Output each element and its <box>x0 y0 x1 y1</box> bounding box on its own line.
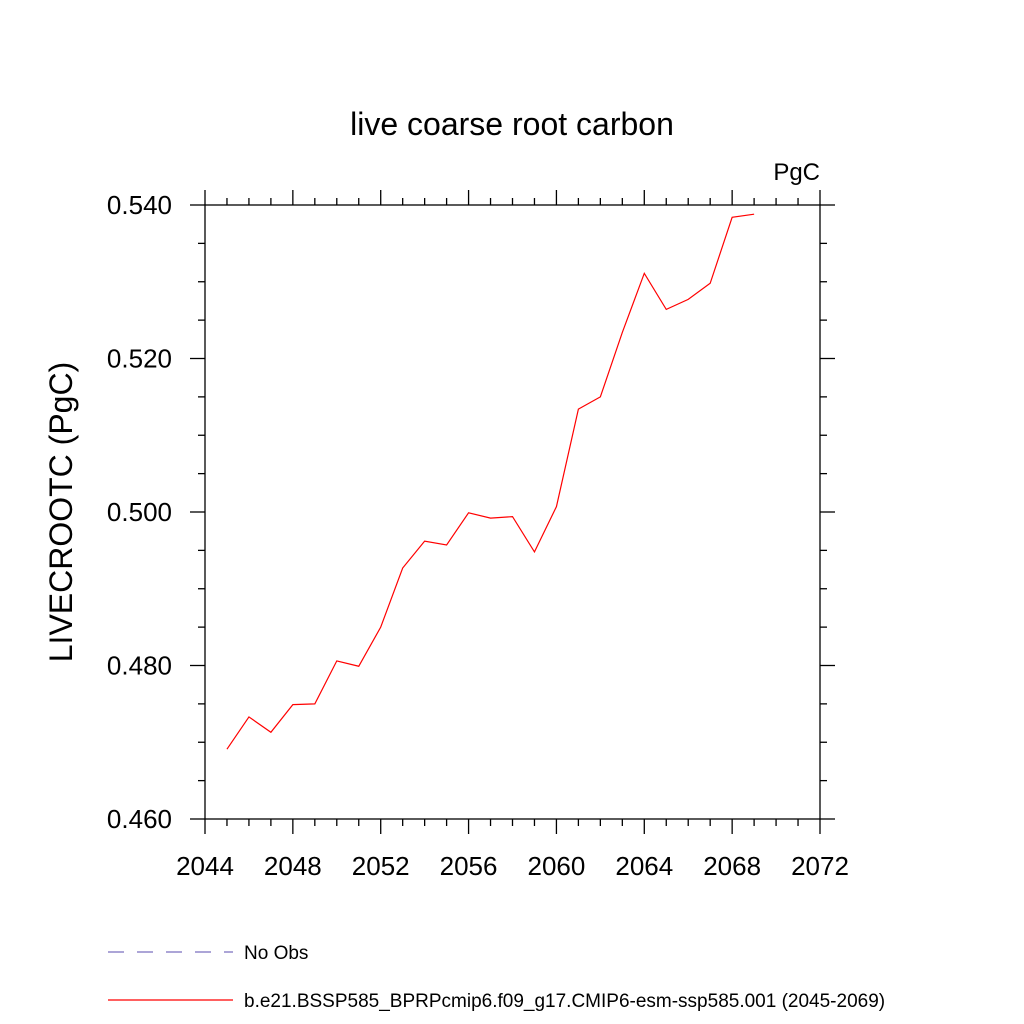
data-point <box>488 516 493 521</box>
data-point <box>510 514 515 519</box>
data-point <box>334 658 339 663</box>
legend: No Obs b.e21.BSSP585_BPRPcmip6.f09_g17.CM… <box>108 943 885 1012</box>
data-point <box>444 543 449 548</box>
data-point <box>620 330 625 335</box>
x-tick-label: 2060 <box>528 851 586 881</box>
plot-series <box>224 212 757 752</box>
data-point <box>730 215 735 220</box>
legend-label: b.e21.BSSP585_BPRPcmip6.f09_g17.CMIP6-es… <box>244 991 885 1012</box>
data-point <box>532 549 537 554</box>
data-point <box>290 702 295 707</box>
y-axis-label: LIVECROOTC (PgC) <box>43 362 79 662</box>
data-point <box>224 747 229 752</box>
y-tick-label: 0.460 <box>107 804 172 834</box>
data-point <box>686 297 691 302</box>
x-tick-label: 2048 <box>264 851 322 881</box>
data-point <box>554 504 559 509</box>
y-tick-label: 0.520 <box>107 344 172 374</box>
data-point <box>466 510 471 515</box>
data-point <box>576 407 581 412</box>
data-point <box>356 664 361 669</box>
data-point <box>312 701 317 706</box>
chart-title: live coarse root carbon <box>350 106 674 142</box>
data-point <box>664 307 669 312</box>
data-point <box>642 271 647 276</box>
series-line <box>226 213 755 750</box>
x-tick-label: 2056 <box>440 851 498 881</box>
data-point <box>422 539 427 544</box>
data-point <box>378 625 383 630</box>
data-point <box>708 281 713 286</box>
x-tick-label: 2044 <box>176 851 234 881</box>
y-tick-label: 0.480 <box>107 651 172 681</box>
data-point <box>400 566 405 571</box>
legend-label: No Obs <box>244 943 308 964</box>
data-point <box>268 730 273 735</box>
data-point <box>246 714 251 719</box>
units-label: PgC <box>773 159 820 186</box>
y-tick-label: 0.540 <box>107 190 172 220</box>
data-point <box>598 394 603 399</box>
x-tick-label: 2068 <box>703 851 761 881</box>
y-tick-label: 0.500 <box>107 497 172 527</box>
data-point <box>752 212 757 217</box>
plot-frame <box>204 204 821 820</box>
x-tick-label: 2064 <box>615 851 673 881</box>
x-tick-label: 2052 <box>352 851 410 881</box>
axis-ticks: 2044 2048 2052 2056 2060 2064 2068 2072 0.460 0.4… <box>107 190 849 881</box>
x-tick-label: 2072 <box>791 851 849 881</box>
